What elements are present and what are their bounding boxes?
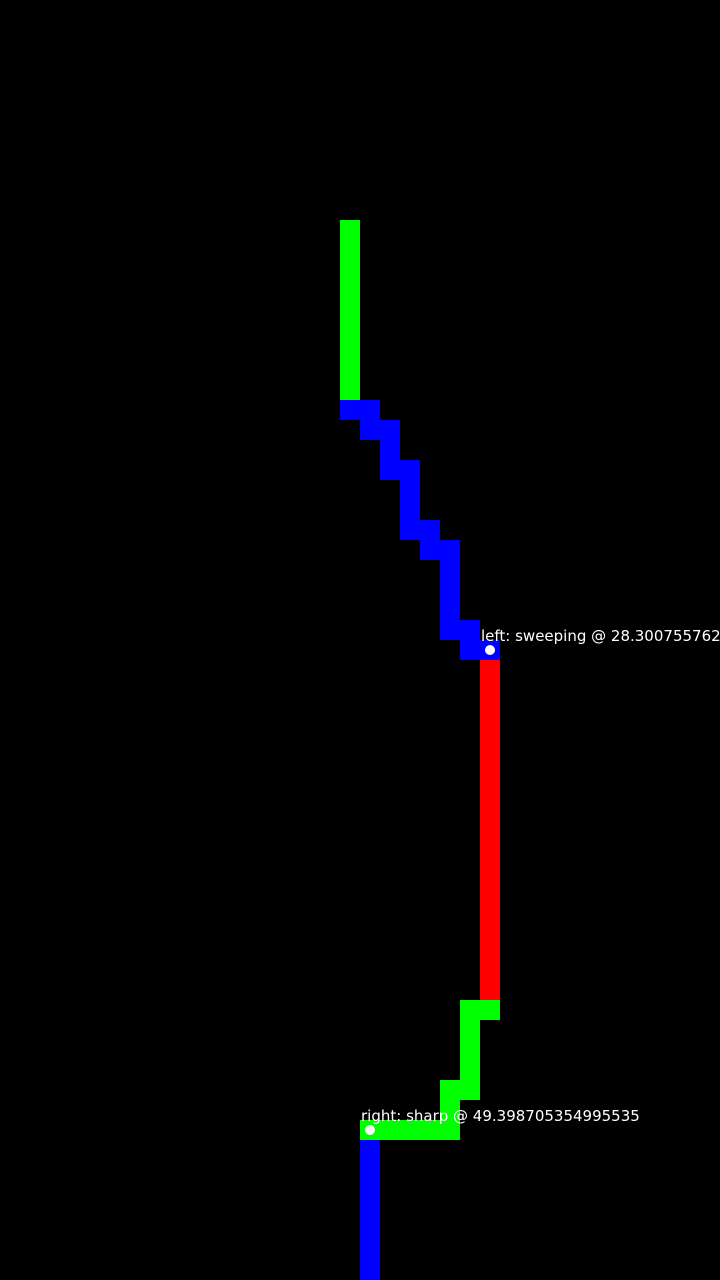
right-turn-marker: [365, 1125, 375, 1135]
path-segment-blue-bottom: [360, 1140, 380, 1280]
path-segment-blue: [360, 420, 400, 440]
right-turn-label: right: sharp @ 49.398705354995535: [361, 1107, 640, 1125]
path-segment-green-top: [340, 220, 360, 400]
left-turn-marker: [485, 645, 495, 655]
left-turn-label: left: sweeping @ 28.300755762: [481, 627, 720, 645]
path-segment-blue: [400, 520, 440, 540]
path-segment-green: [360, 1120, 460, 1140]
path-segment-blue: [440, 540, 460, 640]
path-segment-green: [460, 1000, 480, 1100]
path-segment-blue: [340, 400, 380, 420]
path-segment-red: [480, 660, 500, 1000]
